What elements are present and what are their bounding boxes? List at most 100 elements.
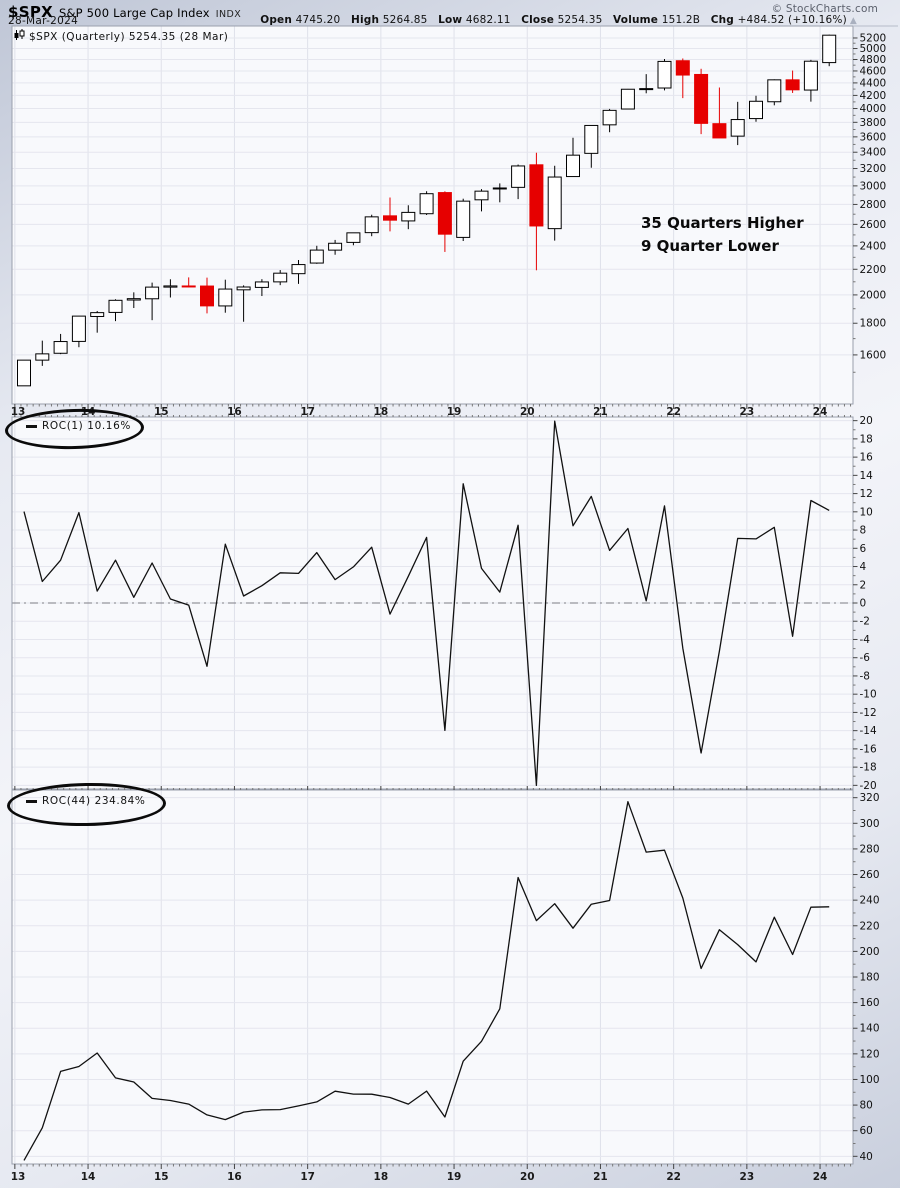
x-tick-label: 14 [81, 406, 96, 418]
y-tick-label: 12 [860, 488, 873, 500]
top-border-ticks [14, 786, 852, 790]
x-tick-label: 23 [740, 1171, 755, 1183]
panel-frame [11, 25, 854, 405]
y-tick-label: -18 [860, 762, 877, 774]
y-tick-label: 180 [860, 972, 880, 984]
candle-2016Q3 [273, 270, 288, 286]
candle-2018Q4 [437, 191, 452, 252]
symbol-name: S&P 500 Large Cap Index [59, 6, 210, 20]
x-tick-label: 15 [154, 1171, 169, 1183]
candle-2015Q2 [181, 277, 196, 288]
y-tick-label: -12 [860, 707, 877, 719]
chart-date: 28-Mar-2024 [8, 15, 79, 27]
y-tick-label: 2200 [860, 264, 887, 276]
candle-2021Q3 [639, 74, 654, 94]
y-tick-label: 1800 [860, 318, 887, 330]
y-tick-label: 4800 [860, 54, 887, 66]
open-label: Open [260, 14, 293, 26]
symbol: $SPX [8, 3, 53, 21]
volume-value: 151.2B [661, 14, 701, 26]
chg-label: Chg [710, 14, 735, 26]
right-axis: -20-18-16-14-12-10-8-6-4-202468101214161… [853, 415, 877, 792]
y-tick-label: 4200 [860, 90, 887, 102]
y-tick-label: 18 [860, 433, 873, 445]
x-tick-label: 21 [593, 406, 608, 418]
x-tick-label: 24 [813, 406, 828, 418]
low-value: 4682.11 [465, 14, 511, 26]
x-tick-label: 18 [374, 406, 389, 418]
candle-2023Q1 [749, 95, 763, 122]
top-border-ticks [14, 413, 852, 417]
y-tick-label: 4400 [860, 77, 887, 89]
y-tick-label: 2400 [860, 240, 887, 252]
exchange-label: INDX [215, 9, 242, 20]
candle-2019Q1 [456, 198, 471, 242]
close-value: 5254.35 [557, 14, 603, 26]
candle-2021Q1 [602, 108, 617, 133]
candlestick-chart-icon [14, 29, 25, 44]
y-tick-label: 40 [860, 1151, 873, 1163]
candle-2018Q1 [383, 197, 397, 232]
candle-2016Q2 [254, 279, 269, 297]
annotation-line-1: 35 Quarters Higher [641, 214, 804, 232]
x-tick-label: 21 [593, 1171, 608, 1183]
candle-2014Q3 [126, 292, 141, 309]
y-tick-label: -20 [860, 780, 877, 792]
y-tick-label: 1600 [860, 349, 887, 361]
candle-2017Q4 [364, 214, 379, 237]
price-series-label: $SPX (Quarterly) 5254.35 (28 Mar) [14, 29, 228, 44]
candle-2023Q2 [767, 79, 782, 106]
candle-2020Q3 [566, 137, 580, 178]
candle-2020Q4 [584, 124, 599, 168]
candle-2016Q4 [291, 259, 306, 284]
price-series-label-text: $SPX (Quarterly) 5254.35 (28 Mar) [29, 30, 229, 43]
x-tick-label: 17 [300, 1171, 315, 1183]
candle-2022Q2 [694, 68, 709, 135]
close-label: Close [521, 14, 555, 26]
y-tick-label: -2 [860, 616, 870, 628]
y-tick-label: 100 [860, 1074, 880, 1086]
x-tick-label: 20 [520, 1171, 535, 1183]
y-tick-label: 160 [860, 997, 880, 1009]
x-tick-label: 17 [300, 406, 315, 418]
y-tick-label: 300 [860, 818, 880, 830]
panel-2: 40 60 80 100 120 140 160 180 200 220 240 260 280 300 3… [11, 786, 880, 1165]
y-tick-label: -6 [860, 652, 871, 664]
candle-2018Q2 [401, 205, 416, 230]
right-axis: 1600 1800 2000 2200 2400 2600 2800 3000 3200 3400… [853, 32, 887, 373]
candle-2023Q4 [803, 59, 818, 102]
roc1-legend-text: ROC(1) 10.16% [42, 420, 131, 432]
chg-value: +484.52 (+10.16%) [737, 14, 847, 26]
candle-2017Q2 [328, 239, 343, 255]
vertical-gridlines [14, 26, 821, 404]
y-tick-label: 140 [860, 1023, 880, 1035]
x-tick-label: 15 [154, 406, 169, 418]
x-tick-label: 23 [740, 406, 755, 418]
y-tick-label: 4600 [860, 65, 887, 77]
volume-label: Volume [613, 14, 659, 26]
candle-2023Q3 [785, 70, 800, 93]
candles-layer [17, 34, 837, 387]
open-value: 4745.20 [295, 14, 341, 26]
candle-2019Q4 [511, 164, 526, 200]
candle-2013Q3 [53, 333, 68, 355]
horizontal-gridlines [12, 797, 853, 1157]
candle-2024Q1 [822, 34, 837, 67]
candle-2019Q2 [474, 189, 489, 212]
y-tick-label: 5000 [860, 43, 887, 55]
low-label: Low [438, 14, 463, 26]
x-tick-label: 20 [520, 406, 535, 418]
y-tick-label: 2600 [860, 219, 887, 231]
y-tick-label: 3400 [860, 147, 887, 159]
roc44-line [23, 801, 830, 1161]
candle-2022Q4 [730, 101, 745, 146]
x-axis-strip-0: 13 14 15 16 17 18 19 20 21 22 23 24 [11, 404, 852, 418]
panel-1: -20-18-16-14-12-10-8-6-4-202468101214161… [11, 413, 877, 792]
y-tick-label: 20 [860, 415, 873, 427]
y-tick-label: 200 [860, 946, 880, 958]
candle-2015Q1 [163, 279, 178, 298]
x-tick-label: 18 [374, 1171, 389, 1183]
y-tick-label: 260 [860, 869, 880, 881]
